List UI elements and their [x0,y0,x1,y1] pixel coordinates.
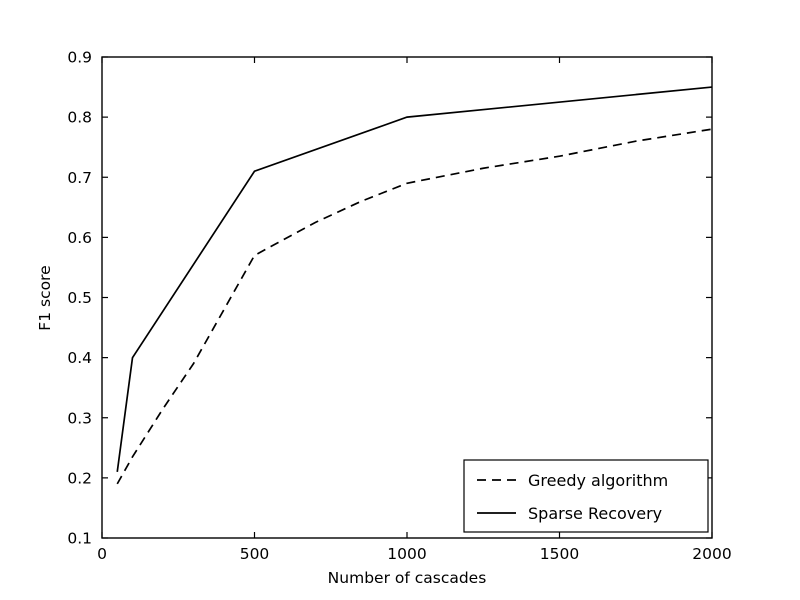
legend-label-greedy-algorithm: Greedy algorithm [528,471,668,490]
legend-entry-sparse-recovery: Sparse Recovery [477,504,662,523]
x-tick-label: 1500 [540,545,579,563]
legend-entry-greedy-algorithm: Greedy algorithm [477,471,668,490]
y-tick-label: 0.8 [67,109,92,127]
y-tick-label: 0.9 [67,49,92,67]
x-tick-label: 1000 [387,545,426,563]
series-line-sparse-recovery [116,86,713,472]
y-axis-ticks: 0.1 0.2 0.3 0.4 0.5 0.6 0.7 0.8 0.9 [67,49,712,548]
x-tick-label: 0 [97,545,107,563]
legend-label-sparse-recovery: Sparse Recovery [528,504,662,523]
y-tick-label: 0.2 [67,469,92,487]
y-tick-label: 0.4 [67,349,92,367]
chart-legend: Greedy algorithm Sparse Recovery [463,459,709,533]
y-tick-label: 0.5 [67,289,92,307]
x-tick-label: 500 [240,545,270,563]
y-tick-label: 0.6 [67,229,92,247]
series-layer [116,86,713,485]
x-tick-label: 2000 [692,545,731,563]
y-tick-label: 0.3 [67,409,92,427]
x-axis-title: Number of cascades [328,569,487,587]
legend-box [463,459,709,533]
x-axis-ticks: 0 500 1000 1500 2000 [97,57,732,563]
y-tick-label: 0.7 [67,169,92,187]
y-tick-label: 0.1 [67,530,92,548]
y-axis-title: F1 score [36,265,54,330]
plot-area-background [102,57,712,538]
series-line-greedy-algorithm [116,128,713,485]
